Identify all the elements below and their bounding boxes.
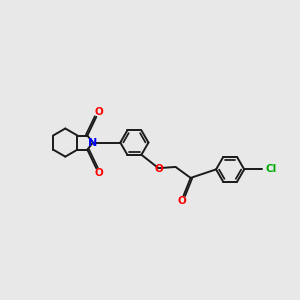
Text: Cl: Cl [265,164,277,174]
Text: O: O [155,164,164,174]
Text: O: O [177,196,186,206]
Text: N: N [88,138,98,148]
Text: O: O [94,107,103,117]
Text: O: O [94,168,103,178]
